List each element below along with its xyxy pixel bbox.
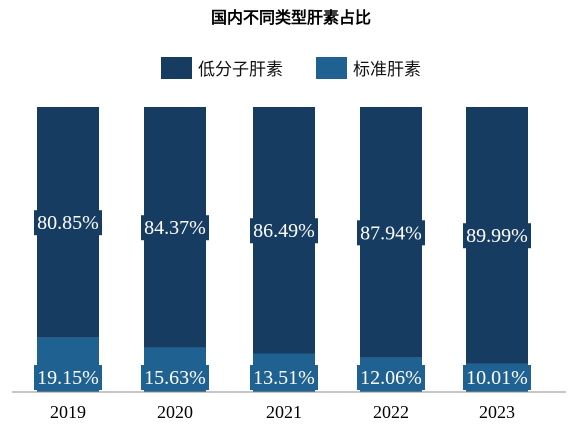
legend-swatch-low-molecular <box>161 57 192 79</box>
x-tick-label-2019: 2019 <box>50 402 86 422</box>
data-label-bg-standard-2023 <box>463 365 531 390</box>
data-label-bg-standard-2021 <box>250 365 318 390</box>
legend: 低分子肝素 标准肝素 <box>161 57 421 80</box>
data-label-bg-low-molecular-2023 <box>463 223 531 249</box>
data-label-bg-low-molecular-2020 <box>141 215 209 241</box>
x-axis-ticks: 2019 2020 2021 2022 2023 <box>50 402 515 422</box>
data-label-bg-standard-2022 <box>357 365 425 390</box>
data-labels-group: 80.85% 19.15% 84.37% 15.63% 86.49% 13.51% 87.9… <box>34 210 531 390</box>
data-label-bg-low-molecular-2022 <box>357 220 425 246</box>
x-tick-label-2023: 2023 <box>479 402 515 422</box>
x-tick-label-2022: 2022 <box>373 402 409 422</box>
legend-label-low-molecular: 低分子肝素 <box>198 60 283 80</box>
x-tick-label-2021: 2021 <box>266 402 302 422</box>
data-label-low-molecular-2022: 87.94% <box>360 222 422 244</box>
data-label-low-molecular-2023: 89.99% <box>466 225 528 247</box>
chart-title: 国内不同类型肝素占比 <box>211 8 371 27</box>
data-label-low-molecular-2021: 86.49% <box>253 220 315 242</box>
data-label-bg-low-molecular-2021 <box>250 218 318 244</box>
data-label-standard-2021: 13.51% <box>253 367 315 389</box>
data-label-standard-2020: 15.63% <box>144 367 206 389</box>
legend-label-standard: 标准肝素 <box>353 60 421 80</box>
data-label-standard-2023: 10.01% <box>466 367 528 389</box>
data-label-low-molecular-2020: 84.37% <box>144 217 206 239</box>
data-label-bg-standard-2019 <box>34 365 102 390</box>
data-label-low-molecular-2019: 80.85% <box>37 212 99 234</box>
data-label-standard-2022: 12.06% <box>360 367 422 389</box>
data-label-bg-standard-2020 <box>141 365 209 390</box>
x-tick-label-2020: 2020 <box>157 402 193 422</box>
legend-swatch-standard <box>316 57 347 79</box>
data-label-standard-2019: 19.15% <box>37 367 99 389</box>
data-label-bg-low-molecular-2019 <box>34 210 102 236</box>
bars-group <box>37 107 528 392</box>
